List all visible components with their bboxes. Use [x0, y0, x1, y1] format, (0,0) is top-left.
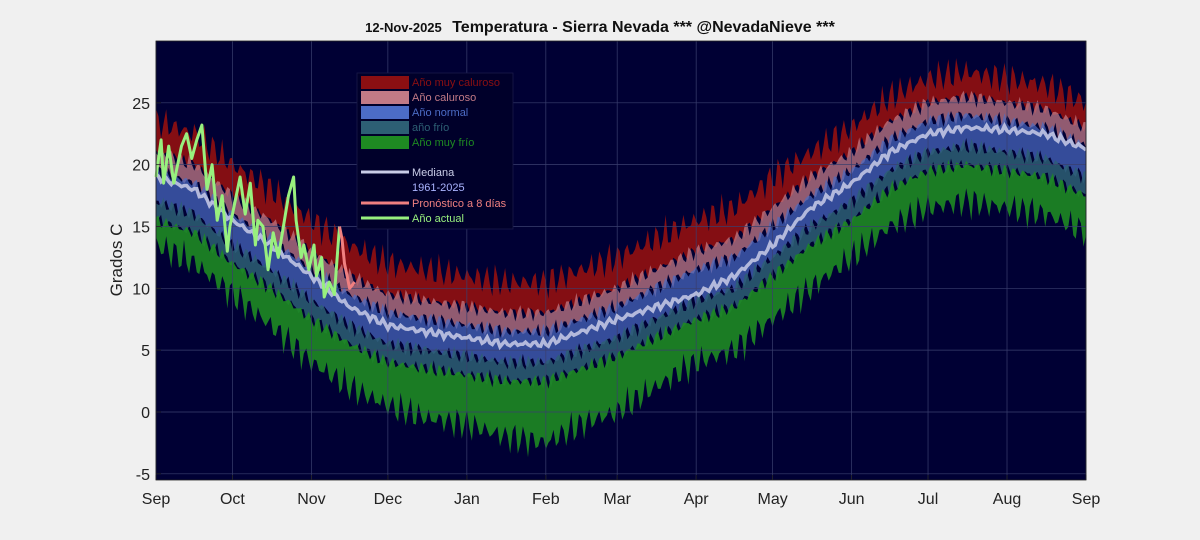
band-frio	[156, 138, 1086, 389]
forecast-line	[338, 226, 356, 290]
y-tick-label: 15	[132, 219, 150, 236]
legend-label: Año normal	[412, 107, 468, 119]
x-tick-label: Apr	[684, 491, 710, 508]
chart-title: 12-Nov-2025 Temperatura - Sierra Nevada …	[0, 19, 1200, 37]
y-tick-label: -5	[136, 467, 150, 484]
y-tick-label: 20	[132, 158, 150, 175]
current-year-line	[154, 123, 341, 299]
title-date: 12-Nov-2025	[365, 20, 442, 35]
legend-swatch	[361, 136, 409, 149]
x-tick-label: Jan	[454, 491, 480, 508]
title-main: Temperatura - Sierra Nevada *** @NevadaN…	[452, 19, 835, 36]
legend-label: Año muy frío	[412, 137, 474, 149]
x-tick-label: Mar	[603, 491, 631, 508]
x-tick-label: Dec	[374, 491, 402, 508]
x-tick-label: Jun	[839, 491, 865, 508]
x-tick-label: Nov	[297, 491, 325, 508]
legend-swatch	[361, 121, 409, 134]
legend-label: Pronóstico a 8 días	[412, 198, 507, 210]
x-tick-label: Feb	[532, 491, 560, 508]
x-tick-label: Oct	[220, 491, 245, 508]
y-tick-label: 25	[132, 96, 150, 113]
legend-swatch	[361, 106, 409, 119]
legend-label: Año actual	[412, 213, 464, 225]
legend: Año muy caluroso Año caluroso Año normal añ…	[356, 72, 514, 230]
legend-label: Mediana	[412, 167, 455, 179]
y-tick-label: 0	[141, 405, 150, 422]
band-muy-caluroso	[156, 58, 1086, 320]
legend-swatch	[361, 91, 409, 104]
climatology-bands	[156, 58, 1086, 458]
legend-label: 1961-2025	[412, 182, 465, 194]
legend-swatch	[361, 76, 409, 89]
series-lines	[154, 121, 1088, 351]
legend-label: Año caluroso	[412, 92, 476, 104]
axes: -5 0 5 10 15 20 25 Sep Oct Nov Dec Jan Feb Mar Apr May J…	[107, 40, 1101, 508]
band-caluroso	[156, 90, 1086, 339]
legend-label: Año muy caluroso	[412, 77, 500, 89]
band-muy-frio	[156, 159, 1086, 458]
x-tick-label: Sep	[142, 491, 171, 508]
y-tick-label: 10	[132, 281, 150, 298]
x-tick-label: Sep	[1072, 491, 1101, 508]
axes-frame	[155, 40, 1087, 481]
y-axis-label: Grados C	[107, 224, 126, 297]
median-line	[154, 121, 1088, 351]
x-tick-label: Aug	[993, 491, 1021, 508]
y-tick-label: 5	[141, 343, 150, 360]
band-normal	[156, 111, 1086, 369]
x-tick-label: May	[757, 491, 787, 508]
legend-label: año frío	[412, 122, 449, 134]
x-tick-label: Jul	[918, 491, 938, 508]
